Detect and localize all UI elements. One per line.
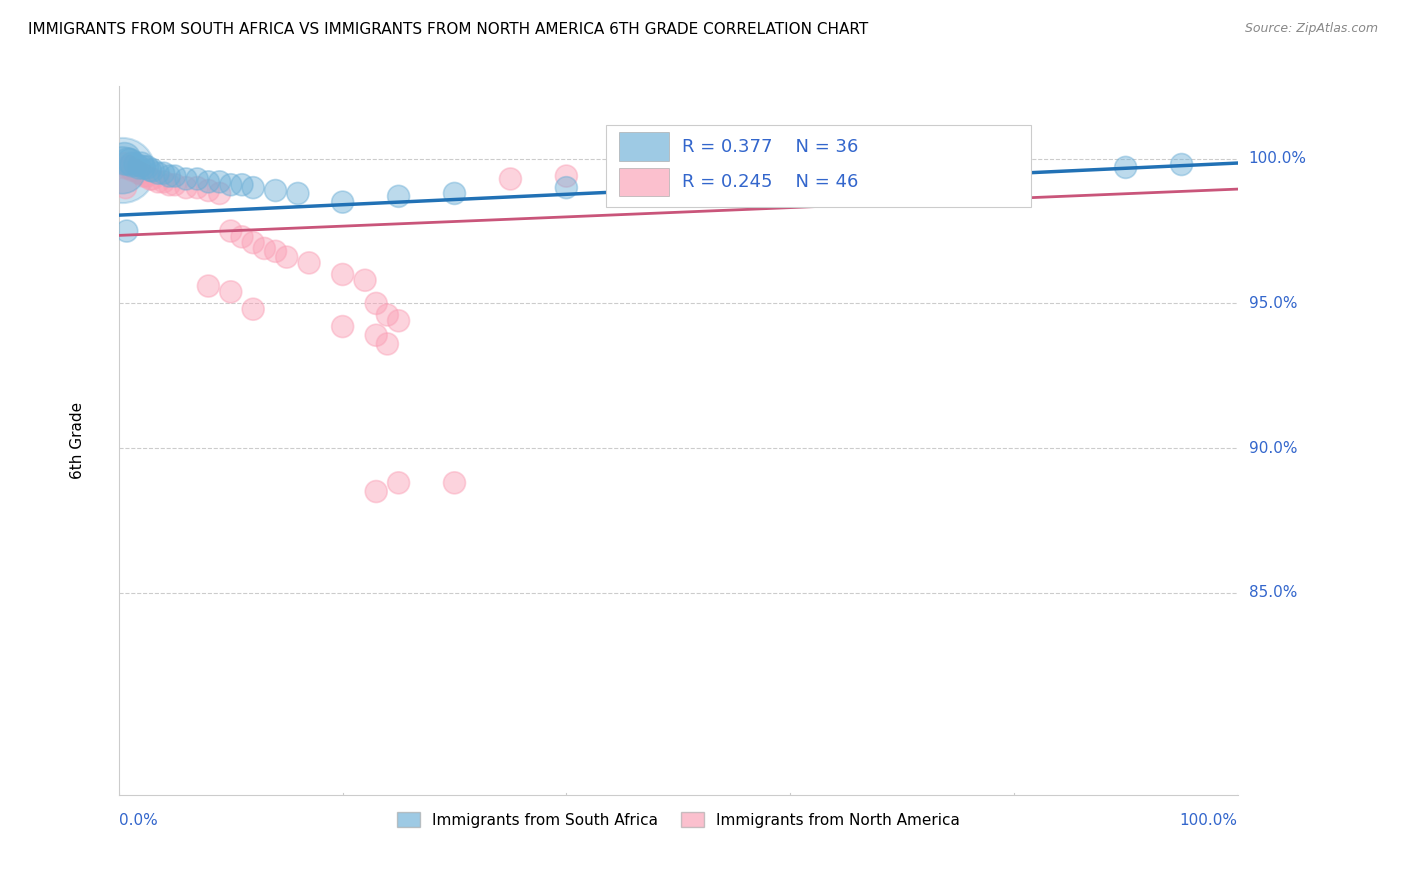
Point [242,180,264,194]
FancyBboxPatch shape [619,168,669,196]
Point [174,172,197,186]
Text: 95.0%: 95.0% [1249,296,1298,311]
Point [499,172,522,186]
Point [129,157,152,171]
Point [120,161,142,175]
Point [141,163,163,178]
Point [128,161,150,175]
Point [197,175,219,189]
Point [443,186,465,201]
Point [332,319,354,334]
Point [366,484,388,499]
Point [139,163,162,178]
Point [157,178,180,192]
Point [366,328,388,343]
Point [779,166,801,180]
Point [332,268,354,282]
Point [157,169,180,183]
Point [219,224,242,238]
Point [135,169,157,183]
Point [555,180,578,194]
Point [387,314,409,328]
Point [163,178,186,192]
Text: R = 0.245    N = 46: R = 0.245 N = 46 [682,173,858,191]
Point [891,163,914,178]
Text: 90.0%: 90.0% [1249,441,1298,456]
Point [128,166,150,180]
Point [115,224,138,238]
Point [174,180,197,194]
Point [146,166,169,180]
Point [208,175,231,189]
Point [298,256,321,270]
Point [387,189,409,203]
Point [121,163,143,178]
Point [135,161,157,175]
Point [114,180,136,194]
Point [1002,163,1025,178]
Point [666,175,689,189]
Point [276,250,298,264]
Point [1170,157,1192,171]
Point [132,169,155,183]
Point [219,285,242,299]
Point [163,169,186,183]
Point [231,230,253,244]
Point [117,154,139,169]
Point [125,163,148,178]
Point [197,279,219,293]
Text: 100.0%: 100.0% [1249,152,1306,166]
Point [377,308,399,322]
Point [114,152,136,166]
Legend: Immigrants from South Africa, Immigrants from North America: Immigrants from South Africa, Immigrants… [391,805,966,834]
Point [186,180,208,194]
Point [366,296,388,310]
Point [219,178,242,192]
Point [129,166,152,180]
Point [443,475,465,490]
Point [186,172,208,186]
Point [115,161,138,175]
Point [208,186,231,201]
Point [231,178,253,192]
Text: R = 0.377    N = 36: R = 0.377 N = 36 [682,137,858,155]
Text: 85.0%: 85.0% [1249,585,1296,600]
Point [555,169,578,183]
Point [287,186,309,201]
Text: 6th Grade: 6th Grade [70,402,86,479]
Point [891,166,914,180]
Point [152,166,174,180]
Point [264,184,287,198]
Point [139,172,162,186]
Point [111,163,134,178]
Point [1002,161,1025,175]
Point [779,172,801,186]
Point [132,161,155,175]
Point [253,242,276,256]
Point [146,175,169,189]
FancyBboxPatch shape [606,126,1031,207]
Text: Source: ZipAtlas.com: Source: ZipAtlas.com [1244,22,1378,36]
Text: 0.0%: 0.0% [120,814,157,828]
Point [387,475,409,490]
Point [354,273,377,287]
Point [242,302,264,317]
Point [242,235,264,250]
Point [332,195,354,210]
Point [120,154,142,169]
FancyBboxPatch shape [619,132,669,161]
Point [114,157,136,171]
Point [121,157,143,171]
Point [125,157,148,171]
Point [111,163,134,178]
Point [141,172,163,186]
Text: IMMIGRANTS FROM SOUTH AFRICA VS IMMIGRANTS FROM NORTH AMERICA 6TH GRADE CORRELAT: IMMIGRANTS FROM SOUTH AFRICA VS IMMIGRAN… [28,22,869,37]
Point [1115,161,1137,175]
Point [152,175,174,189]
Point [377,337,399,351]
Text: 100.0%: 100.0% [1180,814,1237,828]
Point [197,184,219,198]
Point [264,244,287,259]
